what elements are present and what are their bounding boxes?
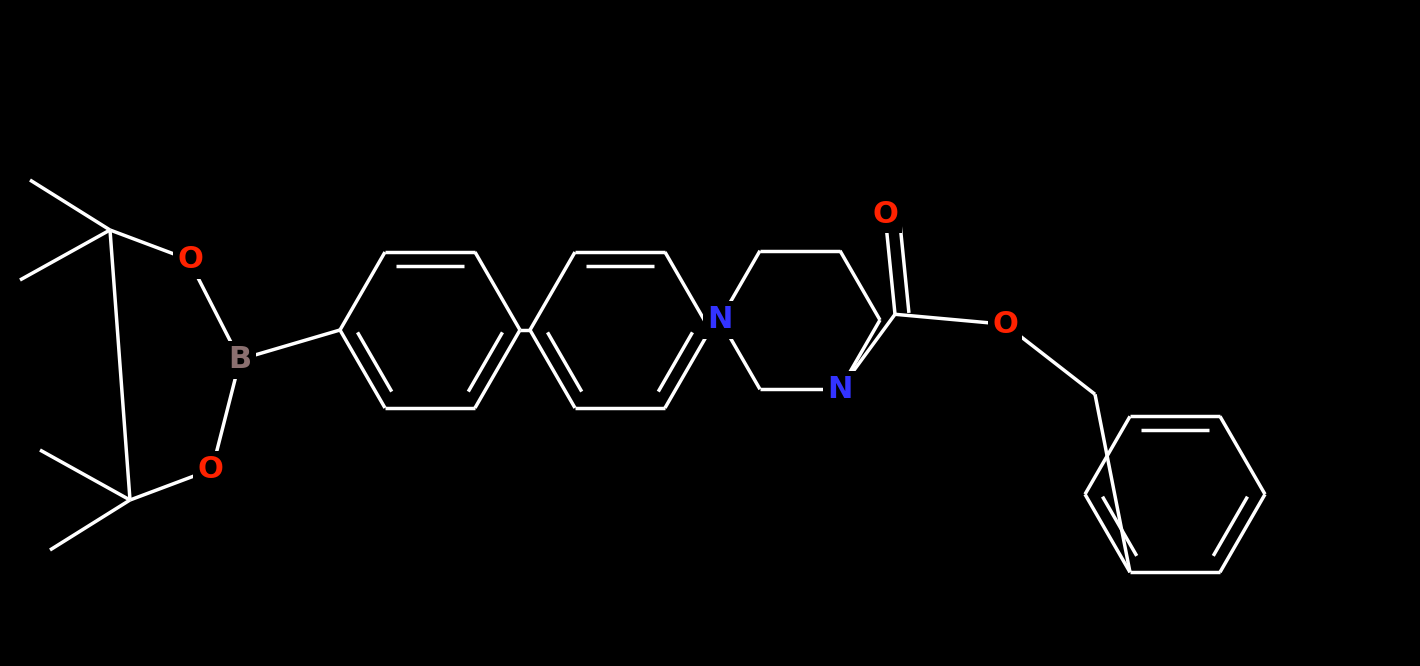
Text: O: O xyxy=(197,456,223,484)
Text: O: O xyxy=(178,246,203,274)
Text: N: N xyxy=(828,375,852,404)
Text: N: N xyxy=(707,306,733,334)
Text: B: B xyxy=(229,346,251,374)
Text: O: O xyxy=(993,310,1018,339)
Text: O: O xyxy=(872,200,897,229)
